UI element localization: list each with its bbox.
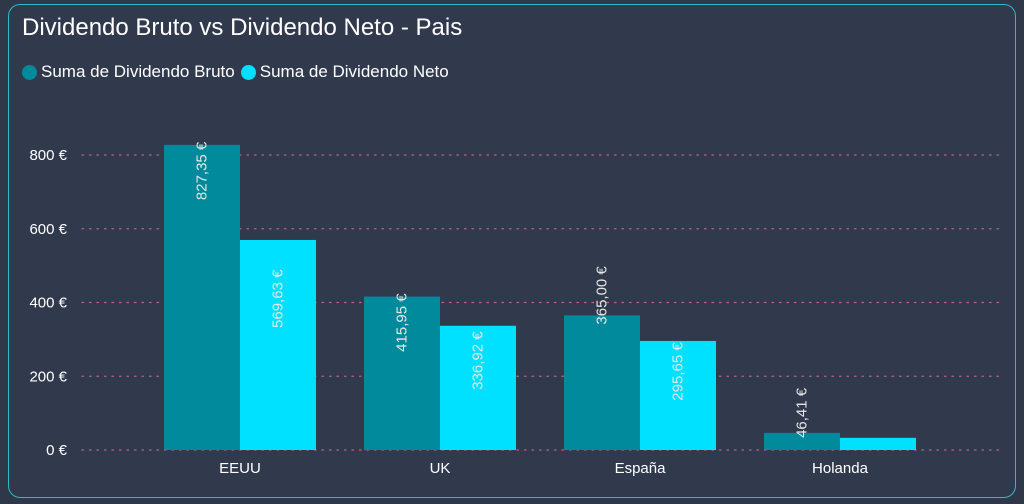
legend: Suma de Dividendo Bruto Suma de Dividend…	[22, 62, 455, 82]
bar-neto	[240, 239, 316, 450]
bar-bruto	[164, 144, 240, 451]
y-tick-label: 0 €	[46, 442, 68, 459]
x-tick-label: UK	[430, 460, 451, 477]
bar-bruto	[364, 296, 440, 450]
bar-bruto	[564, 315, 640, 450]
legend-dot-bruto	[22, 64, 37, 80]
legend-label-bruto: Suma de Dividendo Bruto	[41, 62, 235, 81]
bar-neto	[440, 325, 516, 450]
legend-label-neto: Suma de Dividendo Neto	[259, 62, 449, 81]
chart-title: Dividendo Bruto vs Dividendo Neto - Pais	[22, 14, 463, 41]
bar-neto	[640, 340, 716, 450]
legend-dot-neto	[240, 64, 256, 80]
data-label-bruto: 827,35 €	[194, 141, 211, 200]
data-label-bruto: 46,41 €	[794, 387, 811, 438]
data-label-bruto: 415,95 €	[394, 293, 411, 352]
x-tick-label: España	[615, 460, 667, 477]
legend-item-bruto[interactable]: Suma de Dividendo Bruto	[22, 62, 235, 82]
data-label-neto: 295,65 €	[670, 342, 687, 401]
data-label-neto: 569,63 €	[270, 269, 287, 328]
data-label-neto: 336,92 €	[470, 331, 487, 390]
bar-neto	[840, 437, 916, 450]
data-label-bruto: 365,00 €	[594, 266, 611, 325]
y-tick-label: 800 €	[29, 147, 67, 164]
x-tick-label: Holanda	[812, 460, 869, 477]
legend-item-neto[interactable]: Suma de Dividendo Neto	[240, 62, 449, 82]
y-tick-label: 600 €	[29, 221, 67, 238]
x-tick-label: EEUU	[219, 460, 261, 477]
bar-bruto	[764, 432, 840, 450]
y-tick-label: 200 €	[29, 368, 67, 385]
y-tick-label: 400 €	[29, 295, 67, 312]
